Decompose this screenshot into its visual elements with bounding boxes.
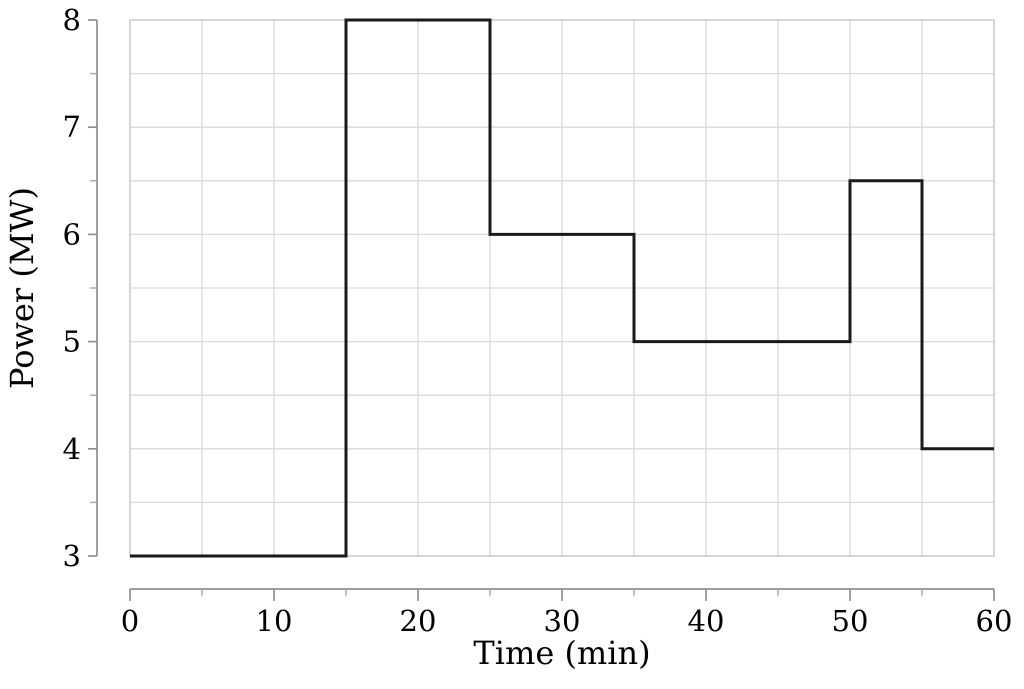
x-axis-label: Time (min) bbox=[473, 634, 650, 672]
x-tick-label: 0 bbox=[121, 604, 139, 638]
axis-layer bbox=[88, 19, 995, 601]
x-tick-label: 40 bbox=[688, 604, 725, 638]
y-tick-label: 7 bbox=[63, 110, 81, 144]
y-tick-label: 5 bbox=[63, 325, 81, 359]
series-layer bbox=[130, 18, 994, 558]
y-tick-label: 3 bbox=[63, 539, 81, 573]
plot-border bbox=[129, 19, 995, 557]
x-tick-label: 30 bbox=[544, 604, 581, 638]
y-tick-label: 4 bbox=[63, 432, 81, 466]
x-tick-label: 50 bbox=[832, 604, 869, 638]
y-tick-label: 8 bbox=[63, 3, 81, 37]
x-tick-label: 60 bbox=[976, 604, 1013, 638]
y-axis-label: Power (MW) bbox=[3, 187, 41, 389]
grid-layer bbox=[129, 19, 995, 557]
tick-label-layer: 0 10 20 30 40 50 60 3 4 5 6 7 8 bbox=[63, 3, 1013, 638]
y-tick-label: 6 bbox=[63, 217, 81, 251]
x-tick-label: 20 bbox=[400, 604, 437, 638]
x-tick-label: 10 bbox=[256, 604, 293, 638]
power-step-line bbox=[130, 18, 994, 558]
